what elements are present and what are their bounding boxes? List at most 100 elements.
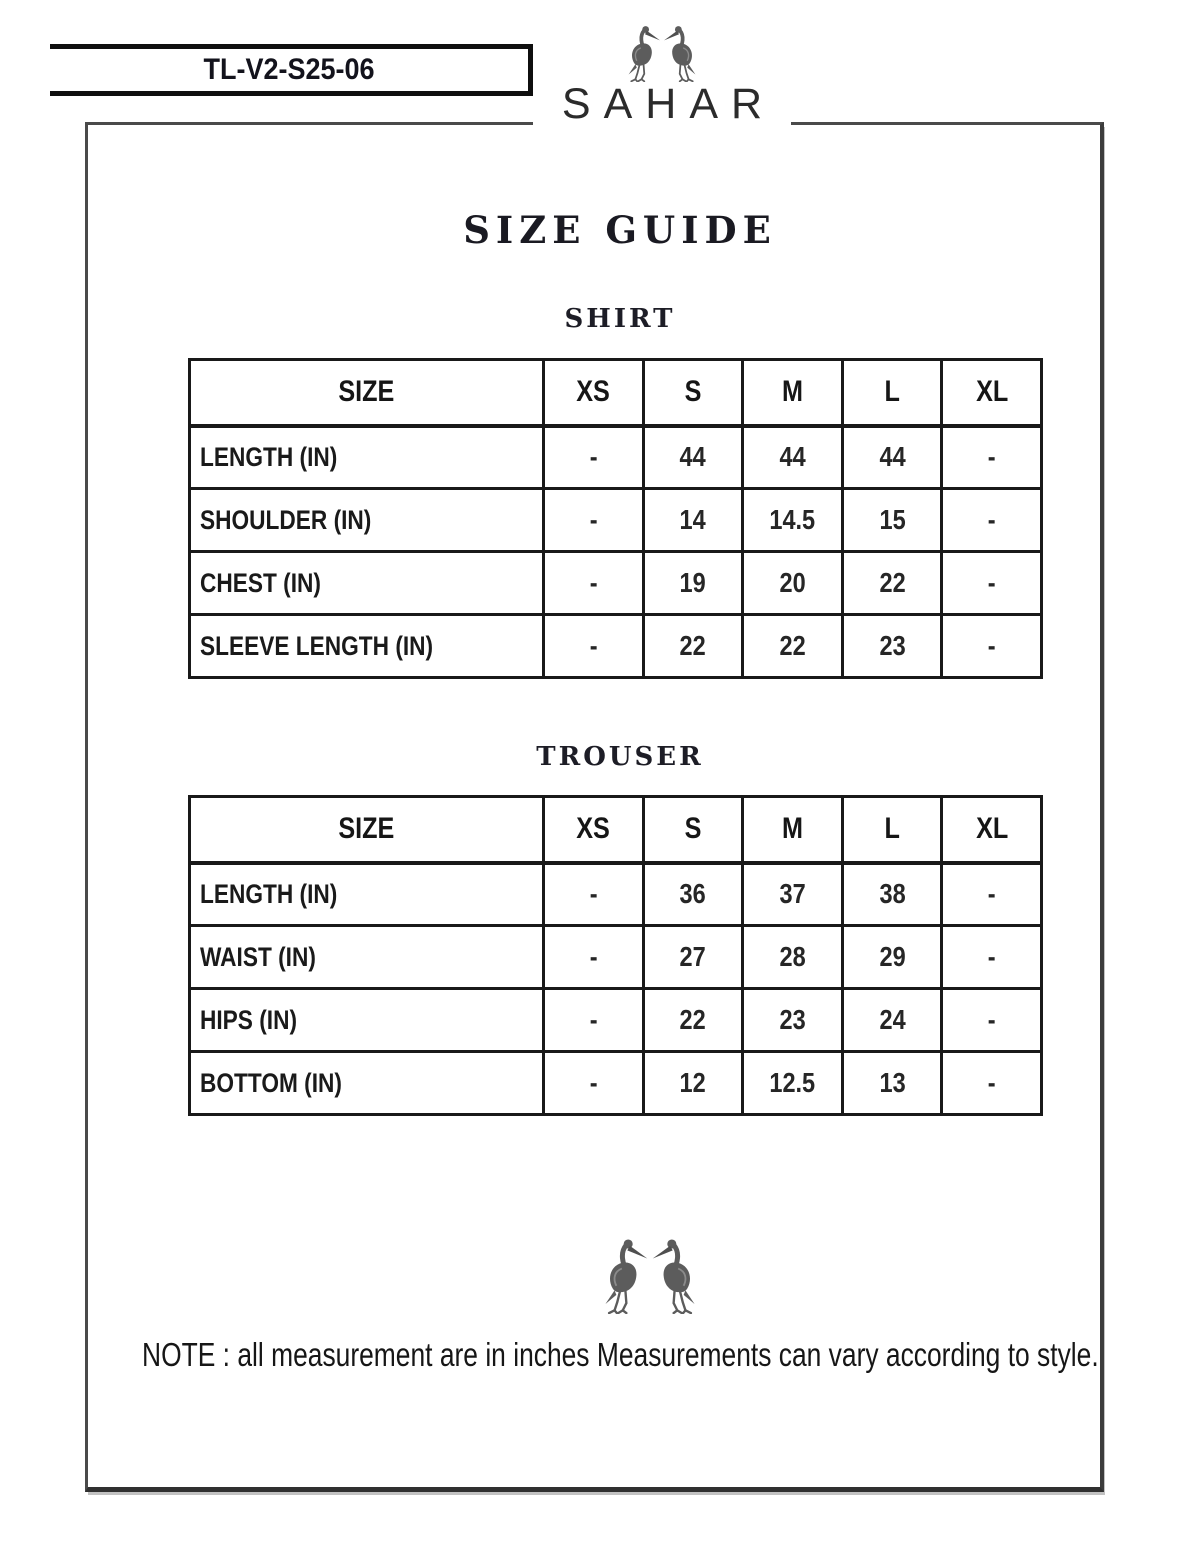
measurement-value: 22 — [641, 987, 745, 1053]
measurement-value-text: - — [589, 567, 598, 598]
measurement-value: - — [940, 550, 1043, 616]
column-header-label: XL — [975, 375, 1008, 409]
column-header-label: S — [684, 375, 702, 409]
measurement-label: BOTTOM (IN) — [187, 1050, 546, 1116]
header-row: SIZE XS S M L XL — [187, 795, 1043, 865]
column-header-label: SIZE — [338, 375, 395, 409]
measurement-value: 14 — [641, 487, 745, 553]
measurement-value-text: 12.5 — [769, 1067, 816, 1098]
column-header-label: M — [782, 375, 803, 409]
measurement-value: 14.5 — [741, 487, 844, 553]
measurement-value-text: 24 — [879, 1004, 906, 1035]
measurement-value: - — [542, 424, 645, 490]
measurement-value-text: 23 — [879, 630, 906, 661]
measurement-label-text: CHEST (IN) — [200, 567, 321, 598]
measurement-value-text: 14 — [679, 504, 706, 535]
measurement-label-text: LENGTH (IN) — [200, 441, 338, 472]
measurement-value-text: - — [589, 504, 598, 535]
measurement-value: 44 — [741, 424, 844, 490]
measurement-label-text: SHOULDER (IN) — [200, 504, 372, 535]
measurement-value-text: - — [987, 441, 996, 473]
measurement-value: 19 — [641, 550, 745, 616]
measurement-value: 22 — [741, 613, 844, 679]
trouser-table-header: SIZE XS S M L XL — [187, 795, 1043, 865]
measurement-value: - — [542, 550, 645, 616]
measurement-value: - — [940, 1050, 1043, 1116]
column-header-size: SIZE — [187, 795, 546, 865]
measurement-value: - — [940, 613, 1043, 679]
column-header-s: S — [641, 795, 745, 865]
trouser-table-body: LENGTH (IN) -36 37 38- WAIST (IN) -27 28 29- HIP… — [187, 861, 1043, 1116]
column-header-label: XS — [576, 375, 611, 409]
column-header-xl: XL — [940, 795, 1043, 865]
brand-name: SAHAR — [561, 80, 776, 128]
measurement-value-text: - — [987, 504, 996, 535]
measurement-value: 36 — [641, 861, 745, 927]
measurement-label-text: WAIST (IN) — [200, 941, 316, 972]
measurement-value-text: 22 — [679, 630, 706, 661]
measurement-value: 22 — [641, 613, 745, 679]
column-header-l: L — [840, 795, 944, 865]
measurement-value: 12.5 — [741, 1050, 844, 1116]
table-row: CHEST (IN) - 19 20 22 - — [187, 550, 1043, 616]
measurement-value-text: 14.5 — [769, 504, 816, 535]
measurement-label: SHOULDER (IN) — [187, 487, 546, 553]
measurement-value: 37 — [741, 861, 844, 927]
measurement-value-text: 19 — [679, 567, 706, 598]
brand-logo: SAHAR — [533, 18, 791, 132]
measurement-value-text: - — [589, 1004, 598, 1035]
measurement-value-text: - — [589, 878, 598, 910]
measurement-label: HIPS (IN) — [187, 987, 546, 1053]
measurement-value-text: - — [987, 878, 996, 910]
column-header-label: XL — [975, 812, 1008, 846]
measurement-value-text: - — [987, 567, 996, 598]
measurement-value: 20 — [741, 550, 844, 616]
twin-stork-logo-icon — [627, 22, 697, 82]
column-header-label: L — [884, 375, 900, 409]
column-header-label: L — [884, 812, 900, 846]
twin-stork-decoration-icon — [602, 1234, 698, 1314]
measurement-value: - — [542, 987, 645, 1053]
measurement-value-text: 22 — [779, 630, 806, 661]
measurement-label-text: SLEEVE LENGTH (IN) — [200, 630, 434, 661]
measurement-value-text: 29 — [879, 941, 906, 972]
measurement-value-text: 44 — [679, 441, 706, 473]
column-header-label: XS — [576, 812, 611, 846]
measurement-value: 12 — [641, 1050, 745, 1116]
section-title-shirt: SHIRT — [564, 304, 676, 334]
column-header-label: M — [782, 812, 803, 846]
measurement-value: 15 — [840, 487, 944, 553]
column-header-m: M — [741, 358, 844, 428]
note-text: NOTE : all measurement are in inches Mea… — [142, 1336, 1099, 1373]
measurement-value: 28 — [741, 924, 844, 990]
column-header-s: S — [641, 358, 745, 428]
trouser-size-table: SIZE XS S M L XL LENGTH (IN) -36 37 38- WAIST (IN… — [187, 795, 1043, 1116]
column-header-label: SIZE — [338, 812, 395, 846]
measurement-value: 23 — [840, 613, 944, 679]
measurement-label-text: HIPS (IN) — [200, 1004, 298, 1035]
measurement-value-text: - — [589, 1067, 598, 1098]
measurement-value-text: - — [987, 941, 996, 972]
measurement-value-text: 13 — [879, 1067, 906, 1098]
measurement-value-text: 38 — [879, 878, 906, 910]
measurement-value: - — [940, 861, 1043, 927]
measurement-value: 38 — [840, 861, 944, 927]
measurement-label: SLEEVE LENGTH (IN) — [187, 613, 546, 679]
measurement-value: 44 — [641, 424, 745, 490]
measurement-value-text: 22 — [679, 1004, 706, 1035]
table-row: LENGTH (IN) - 44 44 44 - — [187, 424, 1043, 490]
measurement-value: - — [940, 924, 1043, 990]
measurement-value: 13 — [840, 1050, 944, 1116]
page-title: SIZE GUIDE — [463, 208, 777, 252]
shirt-size-table: SIZE XS S M L XL LENGTH (IN) - 44 44 44 - SHOULDER … — [187, 358, 1043, 679]
measurement-value-text: 44 — [779, 441, 806, 473]
column-header-m: M — [741, 795, 844, 865]
measurement-value: - — [940, 487, 1043, 553]
measurement-label: CHEST (IN) — [187, 550, 546, 616]
measurement-value-text: - — [987, 1067, 996, 1098]
measurement-value: 44 — [840, 424, 944, 490]
table-row: LENGTH (IN) - 36 37 38 - — [187, 861, 1043, 927]
column-header-size: SIZE — [187, 358, 546, 428]
table-row: BOTTOM (IN) - 12 12.5 13 - — [187, 1050, 1043, 1116]
measurement-value-text: 36 — [679, 878, 706, 910]
